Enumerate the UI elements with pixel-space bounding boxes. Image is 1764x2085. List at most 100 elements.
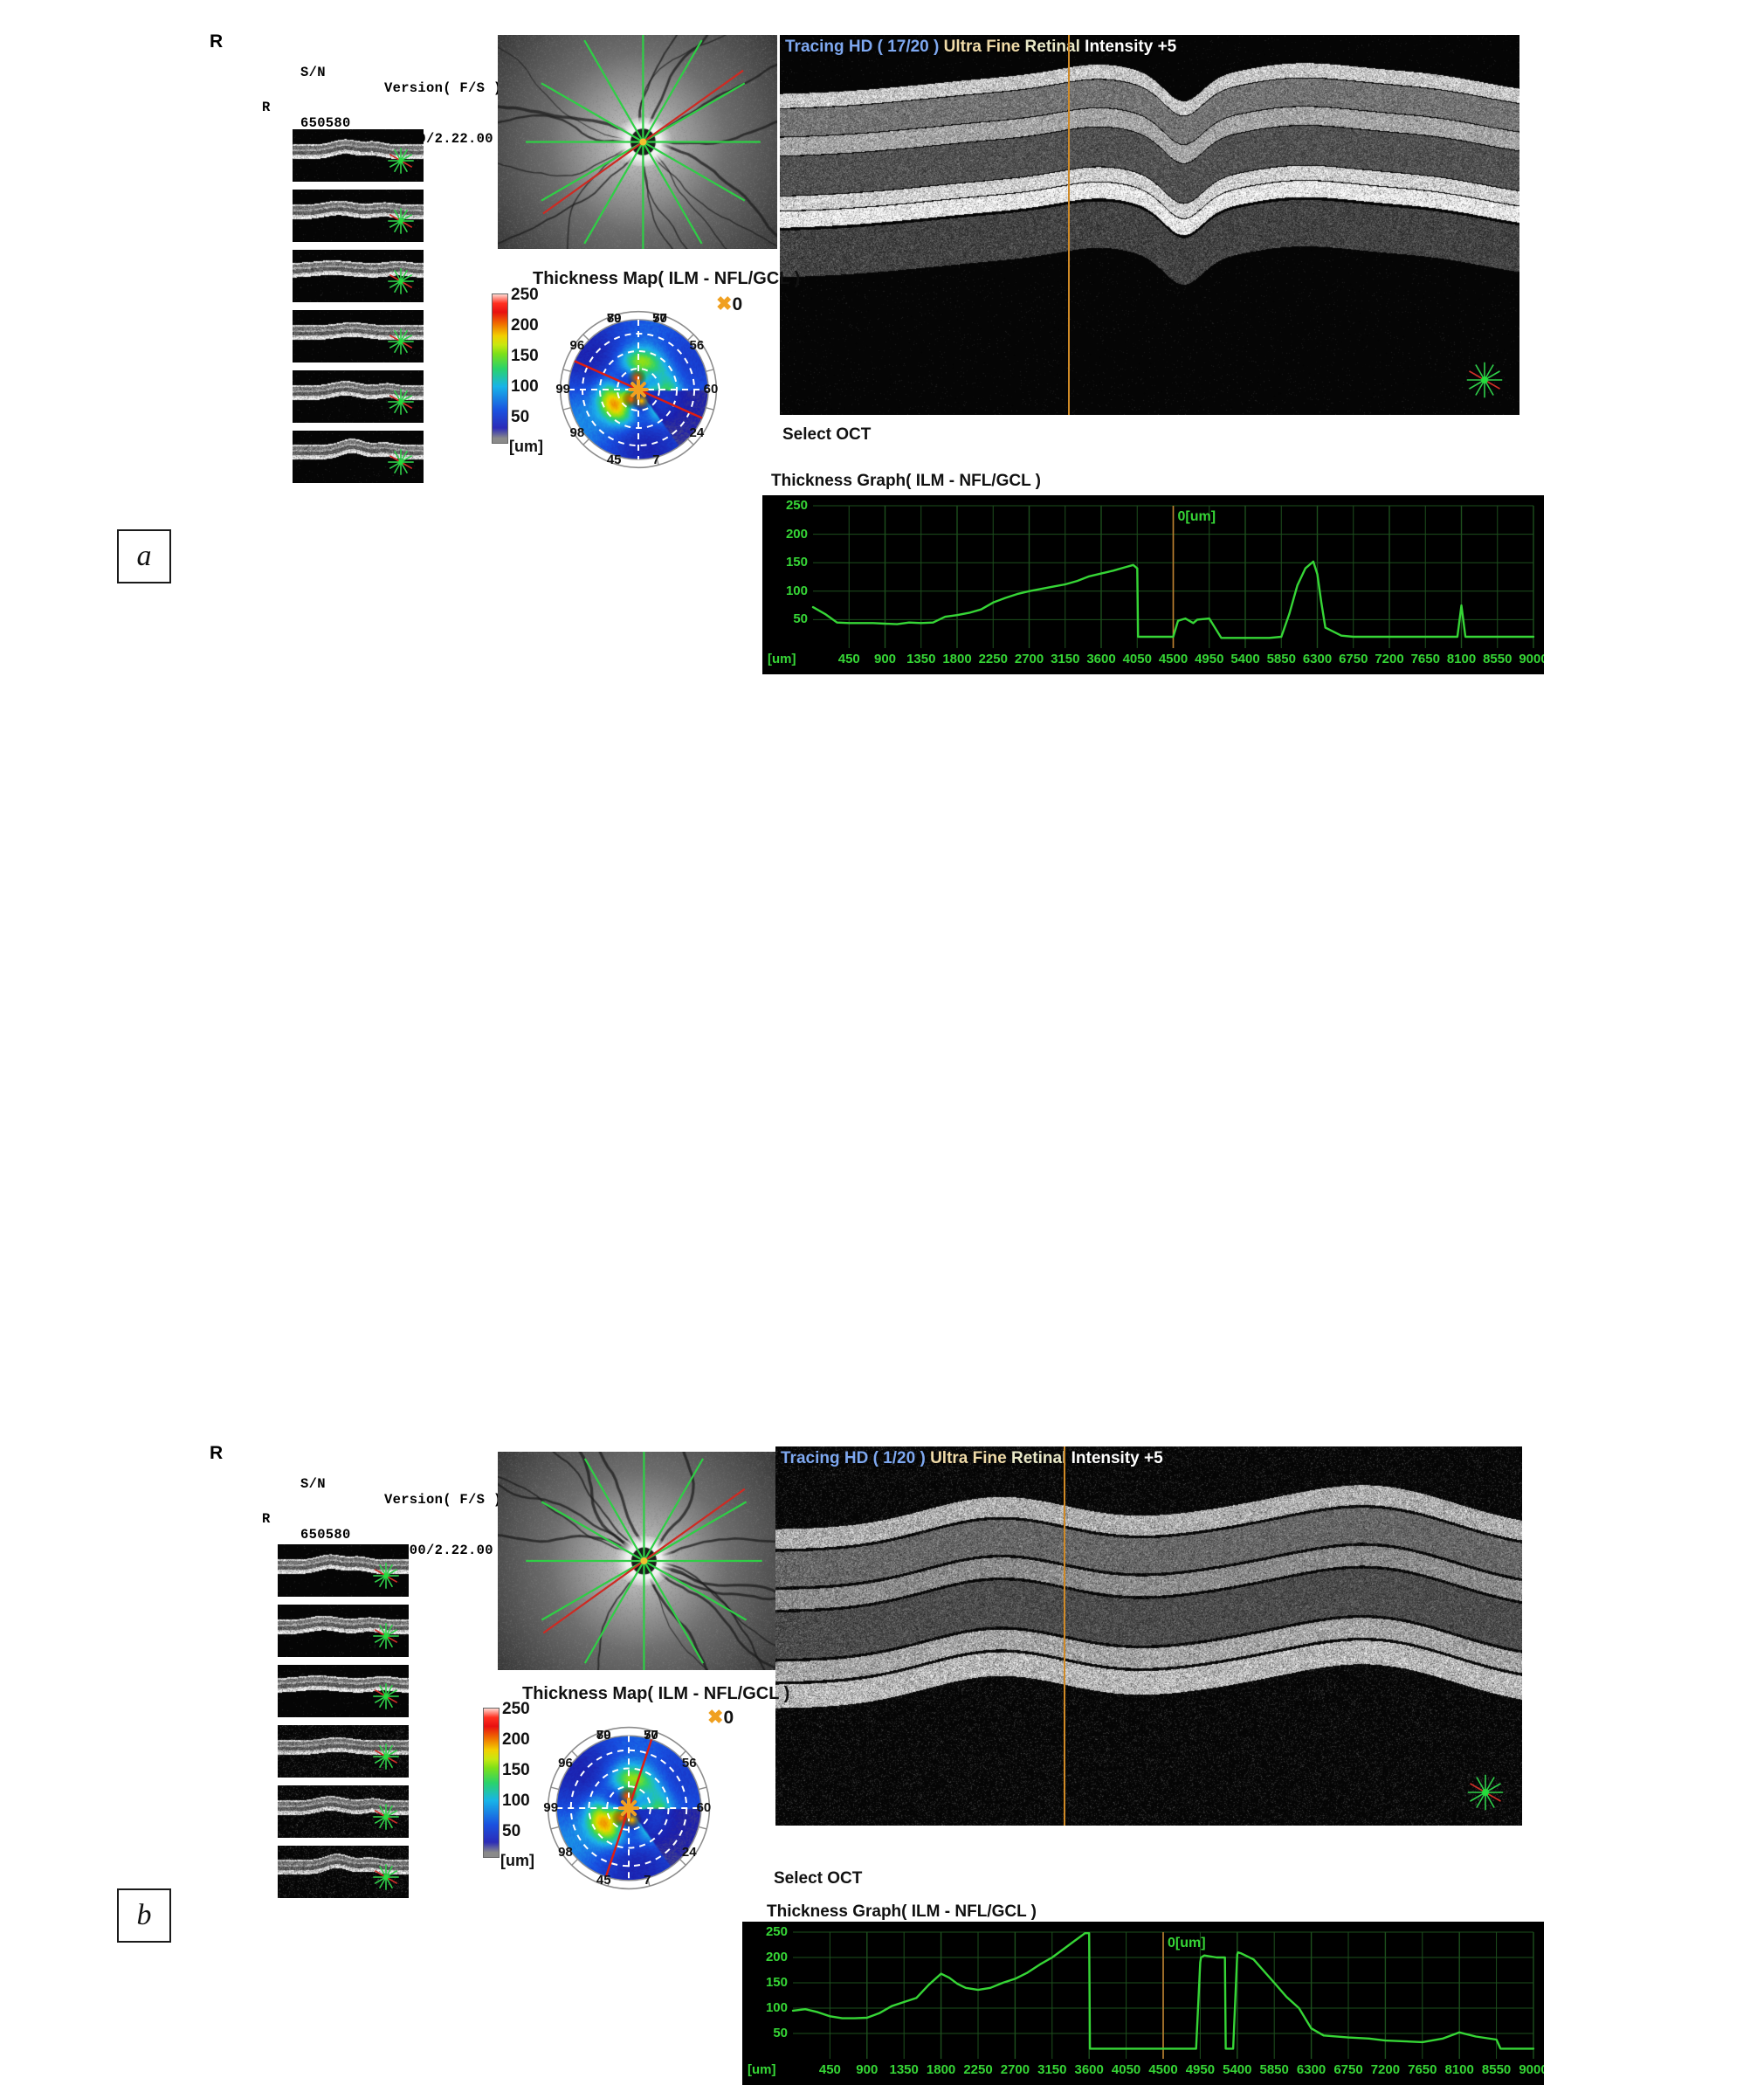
oct-tracing-label-b: Tracing HD ( 1/20 ) <box>781 1449 926 1467</box>
oct-bscan-image <box>780 35 1519 415</box>
oct-bscan-viewer-b[interactable]: Tracing HD ( 1/20 ) Ultra Fine Retinal I… <box>775 1446 1522 1826</box>
gaze-value-a: 0 <box>732 294 743 314</box>
graph-unit-label: [um] <box>748 2062 776 2077</box>
bscan-thumbnail[interactable] <box>293 310 424 362</box>
slo-fundus-image-a[interactable] <box>498 35 777 249</box>
oct-mode-label-a: Retinal <box>1024 38 1080 56</box>
graph-x-tick: 4950 <box>1185 2062 1216 2077</box>
polar-sector-value: 24 <box>681 1845 697 1861</box>
graph-y-tick: 200 <box>785 526 808 542</box>
eye-label-big-b: R <box>210 1443 224 1463</box>
bscan-thumbnail[interactable] <box>278 1544 409 1597</box>
bscan-thumbnail[interactable] <box>293 370 424 423</box>
oct-bscan-viewer-a[interactable]: Tracing HD ( 17/20 ) Ultra Fine Retinal … <box>780 35 1519 415</box>
graph-x-tick: 6300 <box>1302 652 1333 666</box>
fixation-star-icon <box>372 1803 402 1833</box>
graph-y-tick: 200 <box>765 1950 788 1964</box>
graph-x-tick: 5850 <box>1259 2062 1289 2077</box>
colorbar-tick: 50 <box>502 1822 521 1840</box>
graph-y-tick: 100 <box>765 2000 788 2015</box>
device-header-a: R S/N Version( F/S ) Date SQI SSI SLO Fo… <box>210 2 1088 241</box>
bscan-thumbnail[interactable] <box>278 1605 409 1657</box>
graph-y-tick: 50 <box>793 611 808 627</box>
bscan-thumbnail[interactable] <box>293 250 424 302</box>
graph-x-tick: 6300 <box>1296 2062 1326 2077</box>
polar-sector-value: 80 <box>596 1727 611 1743</box>
bscan-thumbnail-list-b[interactable] <box>278 1544 409 1906</box>
fixation-star-icon <box>387 147 417 176</box>
bscan-thumbnail[interactable] <box>278 1846 409 1898</box>
fixation-star-icon <box>387 328 417 357</box>
figure-panel-b: b R S/N Version( F/S ) Date SQI SSI SLO … <box>0 699 1764 2085</box>
graph-x-tick: 2700 <box>1000 2062 1030 2077</box>
graph-x-tick: 6750 <box>1339 652 1368 666</box>
graph-x-tick: 7200 <box>1375 652 1404 666</box>
fixation-star-icon <box>387 267 417 297</box>
bscan-thumbnail[interactable] <box>293 190 424 242</box>
graph-x-tick: 2250 <box>963 2062 993 2077</box>
header-value-eye-a: R <box>262 100 271 115</box>
oct-cursor-line-a[interactable] <box>1068 35 1070 415</box>
fixation-star-icon <box>372 1622 402 1652</box>
fixation-star-icon-a <box>1465 361 1504 399</box>
graph-x-tick: 450 <box>818 2062 841 2077</box>
bscan-thumbnail[interactable] <box>278 1785 409 1838</box>
thickness-graph-title-a: Thickness Graph( ILM - NFL/GCL ) <box>771 472 1041 490</box>
thickness-polar-map-b[interactable]: 79 57 56 60 24 7 45 98 99 96 80 70 <box>524 1703 734 1913</box>
bscan-thumbnail-list-a[interactable] <box>293 129 424 491</box>
header-value-sn-b: 650580 <box>300 1527 351 1543</box>
graph-x-tick: 1350 <box>889 2062 919 2077</box>
polar-sector-value: 7 <box>644 1873 651 1888</box>
oct-mode-label-b: Retinal <box>1010 1449 1067 1467</box>
slo-fundus-image-b[interactable] <box>498 1452 779 1670</box>
oct-cursor-line-b[interactable] <box>1064 1446 1065 1826</box>
polar-sector-value: 99 <box>543 1800 559 1815</box>
thickness-graph-b[interactable]: 50 100 150 200 250 [um] 450 900 1350 1800 2250 2700… <box>742 1922 1544 2085</box>
select-oct-label-a[interactable]: Select OCT <box>782 425 872 444</box>
colorbar-tick: 250 <box>511 286 539 304</box>
thickness-map-title-b: Thickness Map( ILM - NFL/GCL ) <box>522 1684 790 1703</box>
thickness-colorbar-a: 250 200 150 100 50 [um] <box>492 287 543 454</box>
header-value-sn-a: 650580 <box>300 115 351 131</box>
gaze-cross-icon-a: ✖ <box>716 293 733 314</box>
select-oct-label-b[interactable]: Select OCT <box>774 1869 863 1888</box>
polar-sector-value: 60 <box>703 382 719 397</box>
fixation-star-icon-b <box>1466 1773 1505 1812</box>
bscan-thumbnail[interactable] <box>278 1665 409 1717</box>
thickness-colorbar-b: 250 200 150 100 50 [um] <box>483 1701 534 1868</box>
device-header-b: R S/N Version( F/S ) Date SQI SSI SLO Fo… <box>210 1413 1088 1653</box>
header-label-version-b: Version( F/S ) <box>384 1492 502 1508</box>
header-value-eye-b: R <box>262 1511 271 1527</box>
thickness-map-title-a: Thickness Map( ILM - NFL/GCL ) <box>533 269 801 288</box>
polar-sector-value: 24 <box>689 425 705 440</box>
gaze-value-b: 0 <box>723 1708 734 1728</box>
thickness-polar-map-a[interactable]: 79 57 56 60 24 7 45 98 99 96 80 70 <box>537 288 740 491</box>
colorbar-tick: 150 <box>511 347 539 365</box>
bscan-thumbnail[interactable] <box>278 1725 409 1778</box>
fixation-star-icon <box>372 1562 402 1591</box>
graph-x-tick: 5850 <box>1266 652 1296 666</box>
graph-x-tick: 7650 <box>1410 652 1440 666</box>
fixation-star-icon <box>387 207 417 237</box>
polar-sector-value: 70 <box>652 311 667 327</box>
slo-scan-overlay <box>526 35 761 249</box>
graph-zero-annotation: 0[um] <box>1177 509 1216 524</box>
graph-x-tick: 5400 <box>1230 652 1260 666</box>
graph-x-tick: 3150 <box>1037 2062 1067 2077</box>
graph-x-tick: 2700 <box>1014 652 1044 666</box>
thickness-graph-a[interactable]: 50 100 150 200 250 [um] 450 900 1350 1800 2250 2700… <box>762 495 1544 674</box>
bscan-thumbnail[interactable] <box>293 129 424 182</box>
panel-letter-a-text: a <box>136 540 152 572</box>
oct-quality-label-a: Ultra Fine <box>943 38 1021 56</box>
graph-x-tick: 7200 <box>1370 2062 1401 2077</box>
oct-tracing-label-a: Tracing HD ( 17/20 ) <box>785 38 940 56</box>
panel-letter-b: b <box>117 1888 171 1943</box>
eye-label-big-a: R <box>210 31 224 52</box>
polar-sector-value: 57 <box>652 311 667 327</box>
oct-bscan-label-a: Tracing HD ( 17/20 ) Ultra Fine Retinal … <box>785 38 1176 57</box>
polar-sector-value: 60 <box>696 1800 712 1815</box>
oct-intensity-label-b: Intensity +5 <box>1071 1449 1163 1467</box>
bscan-thumbnail[interactable] <box>293 431 424 483</box>
